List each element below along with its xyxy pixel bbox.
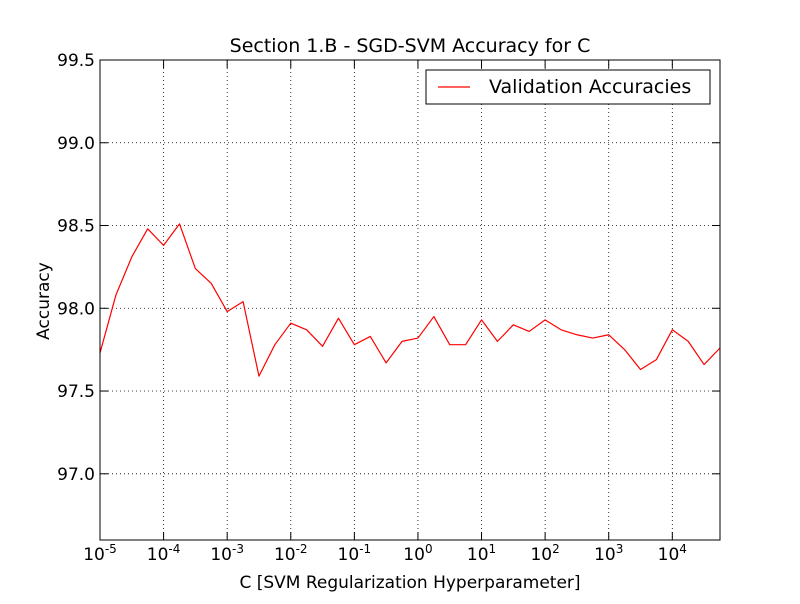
x-tick-label-exponent: -4 xyxy=(168,542,180,556)
y-tick-label: 97.5 xyxy=(57,382,95,402)
x-tick-label-base: 10 xyxy=(338,545,360,565)
x-tick-label-exponent: -2 xyxy=(296,542,308,556)
y-tick-label: 99.5 xyxy=(57,51,95,71)
x-tick-label-base: 10 xyxy=(594,545,616,565)
x-tick-label: 103 xyxy=(594,542,623,565)
x-tick-label: 10-2 xyxy=(274,542,308,565)
x-axis-label: C [SVM Regularization Hyperparameter] xyxy=(239,573,580,593)
x-tick-label: 100 xyxy=(403,542,432,565)
x-tick-label: 10-5 xyxy=(83,542,117,565)
chart-title: Section 1.B - SGD-SVM Accuracy for C xyxy=(230,35,591,57)
legend: Validation Accuracies xyxy=(425,69,711,105)
x-tick-label-exponent: 3 xyxy=(616,542,624,556)
x-tick-label-base: 10 xyxy=(403,545,425,565)
y-tick-label: 98.0 xyxy=(57,299,95,319)
series-layer xyxy=(99,223,721,377)
x-tick-label-base: 10 xyxy=(274,545,296,565)
y-tick-labels: 97.0 97.5 98.0 98.5 99.0 99.5 xyxy=(57,51,95,485)
series-line-validation-accuracies xyxy=(99,223,721,377)
x-tick-label: 10-4 xyxy=(147,542,181,565)
x-tick-label-exponent: 0 xyxy=(425,542,433,556)
plot-frame xyxy=(99,59,721,541)
x-tick-label-exponent: 2 xyxy=(552,542,560,556)
x-tick-label-base: 10 xyxy=(467,545,489,565)
x-tick-label-base: 10 xyxy=(210,545,232,565)
tick-marks xyxy=(99,59,720,540)
y-tick-label: 97.0 xyxy=(57,465,95,485)
x-tick-label-exponent: -3 xyxy=(232,542,244,556)
y-tick-label: 99.0 xyxy=(57,134,95,154)
grid-lines xyxy=(100,60,720,540)
x-tick-label-base: 10 xyxy=(658,545,680,565)
x-tick-label: 101 xyxy=(467,542,496,565)
x-tick-label: 104 xyxy=(658,542,687,565)
x-tick-label: 102 xyxy=(530,542,559,565)
legend-label-validation: Validation Accuracies xyxy=(489,76,691,98)
legend-box xyxy=(425,69,711,105)
x-tick-labels: 10-5 10-4 10-3 10-2 10-1 100 101 102 103 104 xyxy=(83,542,687,565)
x-tick-label-exponent: 1 xyxy=(489,542,497,556)
x-tick-label-exponent: -1 xyxy=(359,542,371,556)
y-axis-label: Accuracy xyxy=(34,262,54,340)
x-tick-label: 10-3 xyxy=(210,542,244,565)
x-tick-label-base: 10 xyxy=(83,545,105,565)
y-tick-label: 98.5 xyxy=(57,217,95,237)
x-tick-label-base: 10 xyxy=(530,545,552,565)
x-tick-label-exponent: 4 xyxy=(679,542,687,556)
x-tick-label-base: 10 xyxy=(147,545,169,565)
x-tick-label-exponent: -5 xyxy=(105,542,117,556)
x-tick-label: 10-1 xyxy=(338,542,372,565)
